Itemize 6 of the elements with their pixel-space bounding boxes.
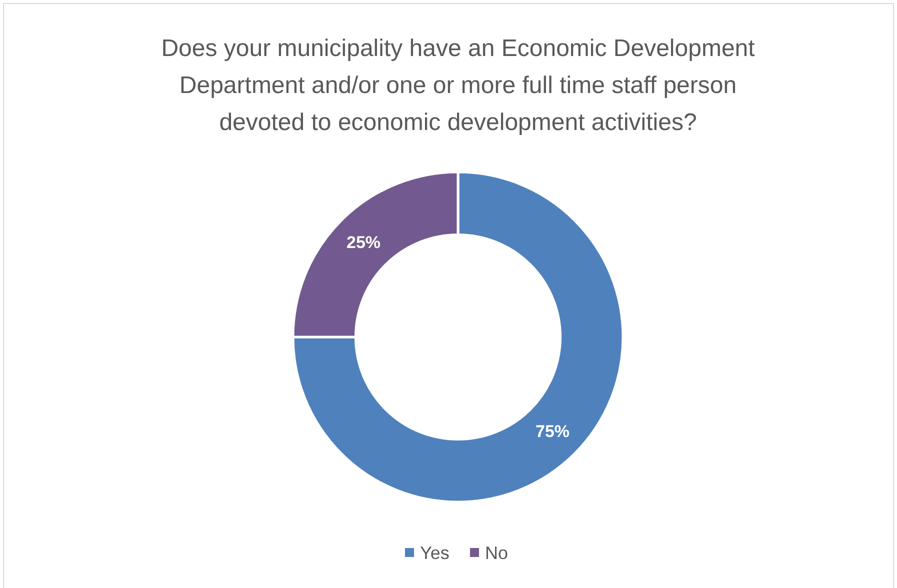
data-label: 75%	[535, 422, 570, 442]
donut-slice	[292, 170, 624, 504]
chart-title: Does your municipality have an Economic Development Department and/or one or more full time staff person devoted to economic development activities?	[161, 35, 756, 136]
data-label: 25%	[346, 232, 381, 252]
legend-label: No	[485, 543, 508, 563]
legend-label: Yes	[420, 543, 450, 563]
